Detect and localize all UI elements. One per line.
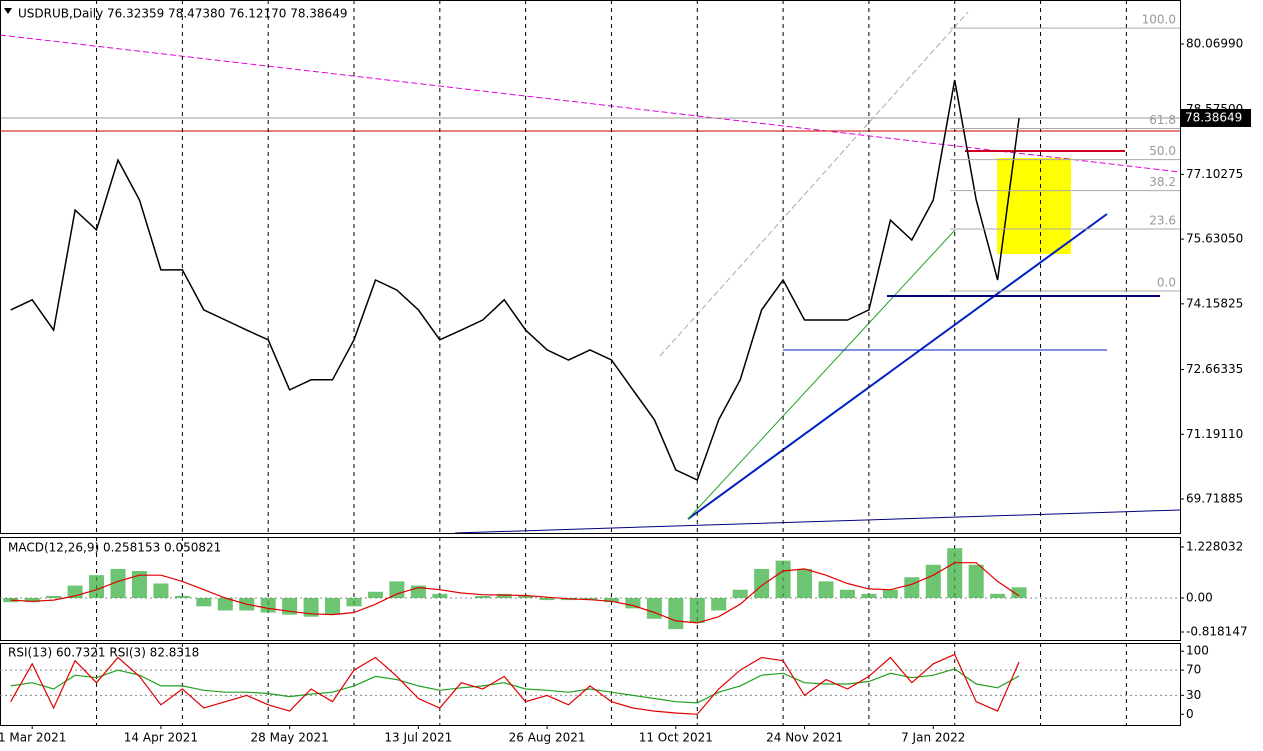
price-tag <box>1181 108 1251 127</box>
menu-icon[interactable] <box>4 8 12 14</box>
macd-bar <box>1011 587 1027 599</box>
rsi-line <box>10 653 1020 715</box>
panel-frame <box>0 643 1181 726</box>
y-tick-label: 69.71885 <box>1186 491 1243 505</box>
macd-bar <box>303 598 319 617</box>
panel-frame <box>0 537 1181 641</box>
macd-bar <box>668 598 684 630</box>
y-tick-label: 71.19110 <box>1186 427 1243 441</box>
macd-bar <box>89 575 105 599</box>
macd-bar <box>582 598 598 601</box>
macd-bar <box>131 571 147 599</box>
macd-bar <box>475 595 491 599</box>
macd-bar <box>346 598 362 607</box>
price-tag-label: 78.38649 <box>1185 110 1242 124</box>
macd-bar <box>603 598 619 603</box>
macd-bar <box>732 589 748 599</box>
macd-bar <box>153 583 169 599</box>
y-tick-label: 80.06990 <box>1186 36 1243 50</box>
fib-label: 100.0 <box>1142 13 1176 27</box>
trend-line <box>454 509 1181 534</box>
macd-bar <box>174 595 190 599</box>
highlight-box <box>997 158 1071 254</box>
x-tick-label: 1 Mar 2021 <box>0 731 66 745</box>
trend-line <box>687 229 956 520</box>
macd-bar <box>818 581 834 599</box>
macd-bar <box>217 598 233 611</box>
y-tick-label: 0 <box>1186 707 1194 721</box>
macd-bar <box>539 598 555 601</box>
macd-bar <box>775 560 791 599</box>
macd-bar <box>689 598 705 623</box>
y-tick-label: 77.10275 <box>1186 167 1243 181</box>
macd-bar <box>904 577 920 599</box>
macd-bar <box>839 589 855 599</box>
macd-bar <box>260 598 276 613</box>
indicator-title: RSI(13) 60.7321 RSI(3) 82.8318 <box>8 646 199 660</box>
y-tick-label: 70 <box>1186 663 1201 677</box>
fib-label: 61.8 <box>1149 113 1176 127</box>
x-tick-label: 28 May 2021 <box>251 731 329 745</box>
macd-bar <box>24 598 40 603</box>
macd-bar <box>46 595 62 599</box>
x-tick-label: 11 Oct 2021 <box>639 731 713 745</box>
macd-bar <box>711 598 727 611</box>
x-tick-label: 24 Nov 2021 <box>766 731 843 745</box>
fib-label: 38.2 <box>1149 175 1176 189</box>
x-tick-label: 14 Apr 2021 <box>124 731 198 745</box>
macd-bar <box>990 593 1006 599</box>
macd-bar <box>196 598 212 607</box>
fib-label: 50.0 <box>1149 144 1176 158</box>
y-tick-label: 0.00 <box>1186 591 1213 605</box>
y-tick-label: 74.15825 <box>1186 296 1243 310</box>
macd-bar <box>496 593 512 599</box>
macd-bar <box>367 591 383 599</box>
y-tick-label: 1.228032 <box>1186 540 1243 554</box>
fib-label: 23.6 <box>1149 213 1176 227</box>
macd-bar <box>518 595 534 599</box>
x-tick-label: 7 Jan 2022 <box>901 731 965 745</box>
rsi-line <box>10 668 1020 704</box>
macd-bar <box>432 593 448 599</box>
signal-line <box>10 562 1020 624</box>
y-tick-label: -0.818147 <box>1186 624 1248 638</box>
y-tick-label: 30 <box>1186 688 1201 702</box>
macd-bar <box>925 564 941 599</box>
chart-title: USDRUB,Daily 76.32359 78.47380 76.12170 … <box>18 7 347 21</box>
fib-label: 0.0 <box>1157 276 1176 290</box>
y-tick-label: 72.66335 <box>1186 362 1243 376</box>
macd-bar <box>646 598 662 619</box>
indicator-title: MACD(12,26,9) 0.258153 0.050821 <box>8 541 221 555</box>
macd-bar <box>754 568 770 599</box>
y-tick-label: 75.63050 <box>1186 232 1243 246</box>
macd-bar <box>861 593 877 599</box>
macd-bar <box>797 568 813 599</box>
drawings <box>0 8 1181 534</box>
x-tick-label: 13 Jul 2021 <box>384 731 452 745</box>
macd-bar <box>882 589 898 599</box>
macd-bar <box>947 548 963 599</box>
panel-frame <box>0 0 1181 534</box>
macd-bar <box>968 564 984 599</box>
macd-bar <box>325 598 341 615</box>
trend-line <box>659 11 969 357</box>
y-tick-label: 100 <box>1186 644 1209 658</box>
macd-bar <box>389 581 405 599</box>
x-tick-label: 26 Aug 2021 <box>509 731 586 745</box>
macd-bar <box>625 598 641 609</box>
macd-bar <box>110 568 126 599</box>
trend-line <box>687 213 1108 520</box>
price-line <box>10 79 1020 482</box>
